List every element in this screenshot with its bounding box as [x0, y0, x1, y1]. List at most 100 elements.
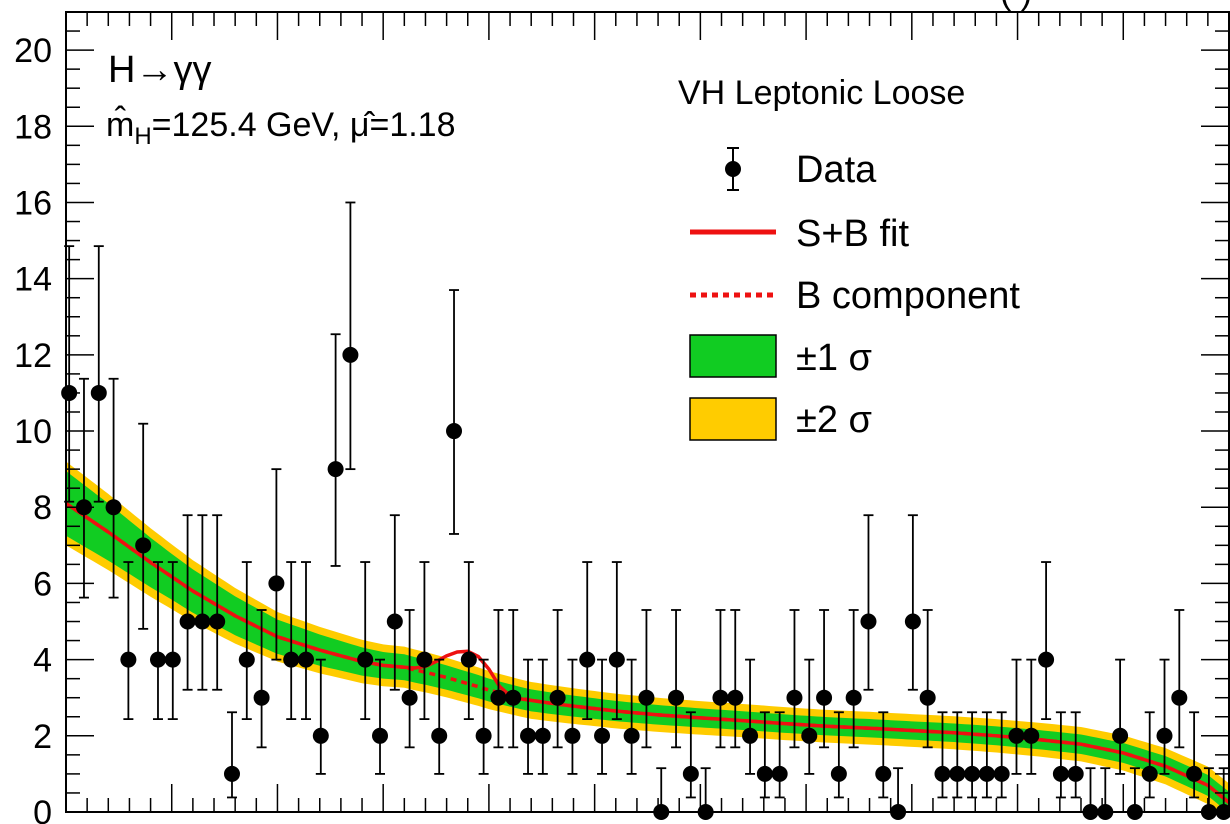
data-marker [594, 727, 611, 744]
data-point [623, 658, 640, 775]
data-point [372, 658, 389, 775]
data-point [386, 514, 403, 691]
data-marker [875, 765, 892, 782]
data-marker [830, 765, 847, 782]
data-point [327, 333, 344, 567]
data-marker [460, 651, 477, 668]
y-tick-label: 6 [33, 565, 52, 603]
data-point [401, 609, 418, 749]
data-marker [993, 765, 1010, 782]
data-marker [490, 689, 507, 706]
data-marker [978, 765, 995, 782]
y-tick-label: 14 [14, 261, 52, 299]
data-point [490, 609, 507, 749]
data-point [1052, 711, 1069, 799]
data-point [1038, 561, 1055, 721]
y-tick-label: 18 [14, 108, 52, 146]
chart-title: H→γγ [108, 49, 211, 91]
data-marker [668, 689, 685, 706]
data-marker [342, 346, 359, 363]
data-point [682, 711, 699, 799]
data-point [904, 514, 921, 691]
data-point [1067, 711, 1084, 799]
y-tick-label: 8 [33, 489, 52, 527]
fit-result-text: m̂H=125.4 GeV, μ̂=1.18 [106, 105, 456, 150]
data-marker [845, 689, 862, 706]
data-marker [194, 613, 211, 630]
data-marker [1171, 689, 1188, 706]
data-marker [1067, 765, 1084, 782]
data-point [993, 711, 1010, 799]
data-marker [105, 499, 122, 516]
corner-text: ( ) [1000, 0, 1032, 12]
data-marker [608, 651, 625, 668]
data-point [268, 468, 285, 661]
data-point [1141, 711, 1158, 799]
y-tick-label: 12 [14, 337, 52, 375]
data-point [1023, 658, 1040, 775]
data-marker [209, 613, 226, 630]
band-1sigma [66, 471, 1229, 812]
y-tick-labels: 0 2 4 6 8 10 12 14 16 18 20 [14, 32, 52, 824]
data-marker [623, 727, 640, 744]
data-point [194, 514, 211, 691]
data-marker [312, 727, 329, 744]
data-marker [401, 689, 418, 706]
data-marker [357, 651, 374, 668]
data-marker [1023, 727, 1040, 744]
data-marker [1156, 727, 1173, 744]
data-marker [120, 651, 137, 668]
data-point [830, 711, 847, 799]
data-point [638, 609, 655, 749]
data-marker [534, 727, 551, 744]
data-point [164, 561, 181, 721]
data-points [61, 201, 1230, 820]
data-point [845, 609, 862, 749]
mh-value: =125.4 GeV, [152, 106, 350, 144]
data-marker [682, 765, 699, 782]
data-marker [1112, 727, 1129, 744]
y-tick-label: 4 [33, 642, 52, 680]
y-tick-label: 16 [14, 184, 52, 222]
data-point [460, 561, 477, 721]
data-point [149, 561, 166, 721]
data-marker [475, 727, 492, 744]
data-point [135, 422, 152, 630]
data-point [964, 711, 981, 799]
data-point [949, 711, 966, 799]
legend-label-band1: ±1 σ [796, 337, 872, 379]
data-marker [135, 537, 152, 554]
data-point [727, 609, 744, 749]
data-point [312, 658, 329, 775]
legend-label-b: B component [796, 275, 1020, 317]
data-point [608, 561, 625, 721]
data-marker [756, 765, 773, 782]
data-point [978, 711, 995, 799]
data-point [253, 609, 270, 749]
data-point [120, 561, 137, 721]
data-marker [1052, 765, 1069, 782]
data-marker [149, 651, 166, 668]
data-marker [268, 575, 285, 592]
data-point [179, 514, 196, 691]
data-point [771, 711, 788, 799]
data-marker [904, 613, 921, 630]
legend-band2-swatch [689, 397, 777, 441]
legend: Data S+B fit B component ±1 σ ±2 σ [689, 147, 1020, 441]
data-point [860, 514, 877, 691]
mu-value: =1.18 [369, 106, 455, 144]
data-point [742, 658, 759, 775]
legend-label-data: Data [796, 149, 877, 191]
data-point [712, 609, 729, 749]
data-point [786, 609, 803, 749]
data-marker [164, 651, 181, 668]
data-marker [327, 461, 344, 478]
data-point [431, 658, 448, 775]
data-point [1008, 658, 1025, 775]
data-point [579, 561, 596, 721]
data-marker [934, 765, 951, 782]
y-tick-label: 20 [14, 32, 52, 70]
data-point [875, 711, 892, 799]
data-marker [238, 651, 255, 668]
